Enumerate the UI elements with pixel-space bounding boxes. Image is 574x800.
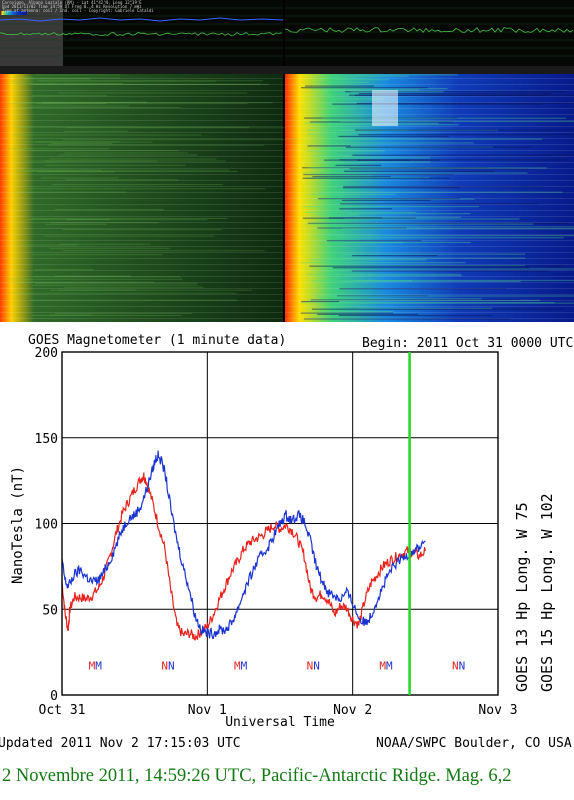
- local-time-label: MM: [234, 659, 248, 672]
- x-tick-label: Oct 31: [39, 703, 86, 718]
- y-tick-label: 50: [42, 603, 58, 618]
- x-tick-label: Nov 3: [478, 703, 517, 718]
- header-line-1: Carovigno, Albano Laziale (RM) - Lat 41°…: [2, 0, 142, 5]
- series-line-goes13: [61, 472, 426, 641]
- y-axis-label: NanoTesla (nT): [10, 466, 26, 584]
- y-tick-label: 200: [35, 346, 58, 361]
- y-tick-label: 150: [35, 432, 58, 447]
- left-trace: [0, 32, 283, 36]
- x-tick-label: Nov 1: [188, 703, 227, 718]
- header-line-2: Upd 2011/11/02 Time 14:59 UT Freq 0..4 H…: [2, 4, 142, 9]
- spectrogram-panel: Carovigno, Albano Laziale (RM) - Lat 41°…: [0, 0, 574, 322]
- spectrogram-svg: Carovigno, Albano Laziale (RM) - Lat 41°…: [0, 0, 574, 322]
- local-time-label: NN: [307, 659, 320, 672]
- goes13-label: GOES 13 Hp Long. W 75: [513, 502, 531, 692]
- color-scale: [1, 11, 27, 15]
- local-time-label: MM: [379, 659, 393, 672]
- x-axis-label: Universal Time: [225, 715, 335, 730]
- goes15-label: GOES 15 Hp Long. W 102: [538, 493, 556, 692]
- updated-text: Updated 2011 Nov 2 17:15:03 UTC: [0, 736, 241, 751]
- spectrogram-annotation: [372, 90, 398, 126]
- plot-frame: [61, 351, 499, 696]
- x-tick-label: Nov 2: [333, 703, 372, 718]
- y-tick-label: 100: [35, 518, 58, 533]
- local-time-label: MM: [89, 659, 103, 672]
- chart-title: GOES Magnetometer (1 minute data): [28, 333, 286, 348]
- series-line-goes15: [61, 450, 426, 639]
- event-caption: 2 Novembre 2011, 14:59:26 UTC, Pacific-A…: [2, 766, 512, 786]
- local-time-label: NN: [161, 659, 174, 672]
- right-trace: [284, 26, 574, 33]
- chart-begin: Begin: 2011 Oct 31 0000 UTC: [362, 336, 573, 351]
- y-tick-label: 0: [50, 689, 58, 704]
- header-line-3: Type of antenna: coil / Ind. coil - Copy…: [2, 8, 154, 13]
- source-text: NOAA/SWPC Boulder, CO USA: [376, 736, 572, 751]
- local-time-label: NN: [452, 659, 465, 672]
- goes-chart: GOES Magnetometer (1 minute data) Begin:…: [0, 322, 574, 766]
